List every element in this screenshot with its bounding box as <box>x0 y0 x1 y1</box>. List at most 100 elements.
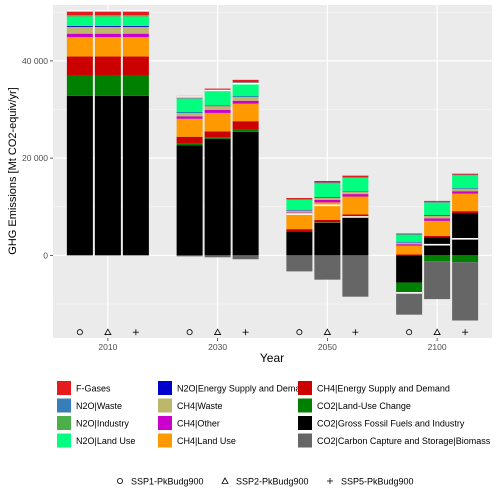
bar-segment <box>204 138 231 256</box>
bar-segment <box>122 37 149 57</box>
bar-segment <box>424 215 451 219</box>
legend-swatch <box>298 381 312 395</box>
bar-segment <box>94 10 121 16</box>
legend-label: CH4|Other <box>177 419 220 429</box>
bar-segment <box>452 211 479 214</box>
bar-segment <box>314 182 341 184</box>
bar-segment <box>122 26 149 34</box>
bar-segment <box>122 75 149 96</box>
bar-segment <box>176 143 203 146</box>
legend-label: CO2|Land-Use Change <box>317 401 411 411</box>
bar-segment <box>286 255 313 272</box>
bar-segment <box>342 177 369 178</box>
legend: F-Gases N2O|Waste N2O|Industry N2O|Land Use… <box>57 381 491 448</box>
legend-label: N2O|Land Use <box>76 436 135 446</box>
bar-segment <box>452 191 479 194</box>
bar-segment <box>204 105 231 107</box>
bar-segment <box>94 56 121 76</box>
bar-segment <box>396 242 423 243</box>
bar-segment <box>204 131 231 138</box>
scenario-legend: SSP1-PkBudg900 SSP2-PkBudg900 SSP5-PkBudg9… <box>117 477 414 487</box>
x-axis-title: Year <box>260 351 284 365</box>
bar-segment <box>122 33 149 38</box>
bar-segment <box>232 103 259 122</box>
bar-segment <box>396 255 423 283</box>
bar-segment <box>424 235 451 238</box>
bar-segment <box>232 131 259 256</box>
legend-label: CH4|Waste <box>177 401 223 411</box>
bar-segment <box>94 75 121 96</box>
bar-segment <box>396 233 423 234</box>
bar-segment <box>342 196 369 215</box>
scenario-marker <box>433 328 441 335</box>
bar-segment <box>424 218 451 221</box>
bar-segment <box>396 282 423 294</box>
x-tick-label: 2010 <box>98 342 117 352</box>
legend-label: CH4|Energy Supply and Demand <box>317 384 450 394</box>
bar-segment <box>66 56 93 76</box>
bar-segment <box>396 242 423 245</box>
bar-segment <box>396 244 423 246</box>
bar-segment <box>342 178 369 192</box>
bar-segment <box>176 116 203 119</box>
y-axis-title: GHG Emissions [Mt CO2-equiv/yr] <box>7 87 19 254</box>
bar-segment <box>452 175 479 189</box>
bar-segment <box>232 82 259 83</box>
bar-segment <box>452 193 479 212</box>
bar-segment <box>204 255 231 258</box>
scenario-marker <box>117 477 124 484</box>
legend-swatch <box>298 433 312 448</box>
legend-swatch <box>57 433 71 448</box>
bar-segment <box>342 191 369 192</box>
bar-segment <box>204 110 231 113</box>
bar-segment <box>286 210 313 213</box>
legend-swatch <box>57 398 71 413</box>
bar-segment <box>424 220 451 236</box>
bar-segment <box>342 255 369 297</box>
bar-segment <box>176 136 203 144</box>
bar-segment <box>314 255 341 280</box>
x-tick-label: 2030 <box>208 342 227 352</box>
bar-segment <box>122 95 149 256</box>
bar-segment <box>396 293 423 315</box>
scenario-marker <box>296 329 303 336</box>
bar-segment <box>66 16 93 26</box>
bar-segment <box>232 83 259 97</box>
bar-segment <box>342 194 369 197</box>
bar-segment <box>66 33 93 38</box>
scenario-marker <box>186 329 193 336</box>
bar-segment <box>314 197 341 200</box>
bar-segment <box>204 91 231 93</box>
bar-segment <box>396 233 423 235</box>
bar-segment <box>452 188 479 192</box>
bar-segment <box>396 254 423 256</box>
legend-swatch <box>158 416 172 430</box>
scenario-marker <box>406 329 413 336</box>
bar-segment <box>424 201 451 203</box>
scenario-legend-label: SSP1-PkBudg900 <box>131 477 204 487</box>
bar-segment <box>342 175 369 178</box>
bar-segment <box>66 10 93 16</box>
bar-segment <box>122 25 149 27</box>
legend-swatch <box>158 381 172 395</box>
bar-segment <box>314 183 341 198</box>
bar-segment <box>286 214 313 230</box>
bar-segment <box>232 255 259 260</box>
y-tick-label: 0 <box>43 250 48 260</box>
bar-segment <box>286 231 313 232</box>
bar-segment <box>94 33 121 38</box>
bar-segment <box>396 234 423 243</box>
legend-label: N2O|Industry <box>76 419 129 429</box>
legend-swatch <box>158 398 172 413</box>
bar-segment <box>94 37 121 57</box>
bar-segment <box>314 180 341 183</box>
bars <box>66 10 479 321</box>
bar-segment <box>396 234 423 235</box>
bar-segment <box>452 175 479 176</box>
bar-segment <box>314 222 341 256</box>
bar-segment <box>66 15 93 16</box>
bar-segment <box>314 202 341 220</box>
scenario-marker <box>221 477 229 484</box>
bar-segment <box>94 95 121 256</box>
bar-segment <box>122 10 149 16</box>
